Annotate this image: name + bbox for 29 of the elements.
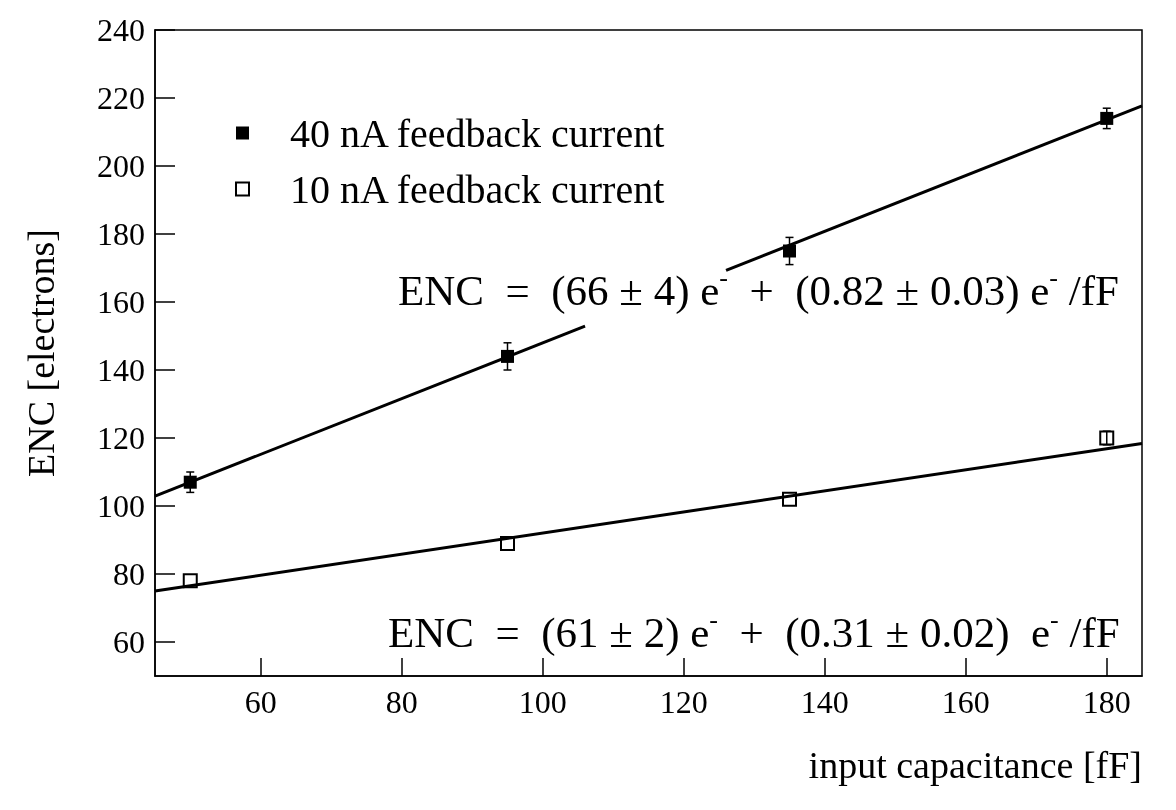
y-tick-label: 60 [113,624,145,660]
point [783,244,796,258]
x-axis-title: input capacitance [fF] [808,744,1142,786]
x-tick-label: 120 [659,684,708,720]
x-tick-label: 100 [518,684,567,720]
y-tick-label: 140 [97,352,145,388]
point [182,573,198,589]
x-tick-label: 140 [800,684,849,720]
y-tick-label: 180 [97,216,145,252]
point [500,535,515,551]
y-tick-label: 120 [97,420,145,456]
y-tick-label: 80 [113,556,145,592]
x-tick-label: 160 [941,684,990,720]
y-tick-label: 240 [97,12,145,48]
y-axis-title: ENC [electrons] [20,229,62,477]
y-tick-label: 220 [97,80,145,116]
y-tick-label: 100 [97,488,145,524]
point [501,349,514,363]
annotation: ENC = (61 ± 2) e- + (0.31 ± 0.02) e- /fF [388,604,1120,657]
y-tick-label: 200 [97,148,145,184]
point [183,475,197,489]
legend-label: 40 nA feedback current [290,110,665,156]
annotation: ENC = (66 ± 4) e- + (0.82 ± 0.03) e- /fF [398,262,1119,315]
x-tick-label: 60 [244,684,277,720]
y-tick-label: 160 [97,284,145,320]
x-tick-label: 180 [1082,684,1131,720]
x-tick-label: 80 [385,684,418,720]
legend-label: 10 nA feedback current [290,166,665,212]
point [782,491,797,507]
